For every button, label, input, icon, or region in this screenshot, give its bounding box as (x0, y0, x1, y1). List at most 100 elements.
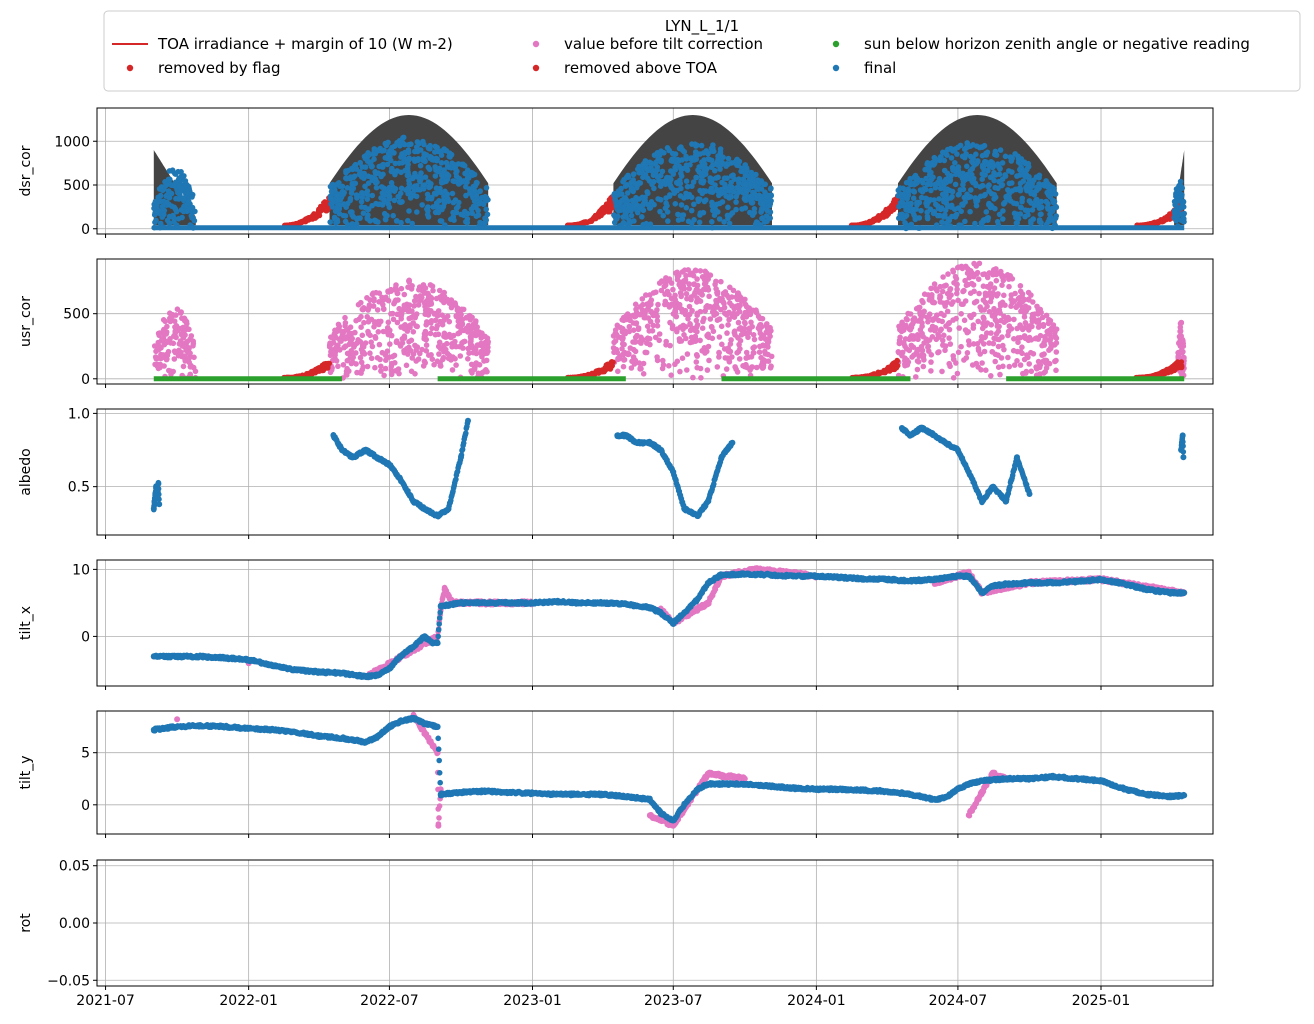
data-point (672, 292, 678, 299)
data-point (398, 185, 405, 192)
data-point (485, 197, 491, 203)
data-point (354, 195, 360, 201)
data-point (995, 364, 1002, 371)
data-point (390, 212, 397, 219)
data-point (370, 290, 377, 297)
data-point (359, 164, 366, 170)
data-point (432, 173, 439, 179)
data-point (473, 360, 480, 366)
data-point (760, 342, 766, 349)
data-point (188, 212, 195, 219)
data-point (335, 363, 341, 370)
data-point (941, 332, 947, 339)
data-point (365, 150, 371, 156)
data-point (620, 219, 627, 226)
data-point (899, 215, 906, 222)
data-point (937, 327, 943, 334)
data-point (342, 320, 349, 326)
data-point (970, 175, 977, 182)
data-point (669, 325, 676, 332)
data-point (377, 145, 384, 152)
data-point (365, 173, 372, 179)
data-point (1034, 319, 1040, 325)
data-point (391, 352, 398, 359)
data-point (631, 346, 637, 353)
data-point (694, 299, 700, 305)
data-point (460, 161, 466, 168)
data-point (436, 339, 443, 346)
data-point (932, 184, 939, 191)
data-point (757, 322, 763, 328)
data-point (409, 220, 416, 227)
data-point (161, 363, 167, 369)
data-point (910, 206, 916, 213)
data-point (1017, 180, 1024, 187)
data-point (1025, 305, 1032, 311)
data-point (749, 323, 755, 330)
data-point (1025, 163, 1032, 170)
data-point (918, 316, 924, 322)
data-point (613, 331, 620, 338)
data-point (986, 161, 993, 167)
data-point (914, 366, 921, 373)
data-point (179, 343, 186, 349)
data-point (952, 146, 958, 152)
data-point (759, 215, 765, 222)
data-point (640, 301, 646, 308)
data-point (1026, 327, 1032, 333)
data-point (958, 301, 965, 308)
data-point (406, 208, 412, 214)
data-point (985, 183, 991, 190)
data-point (628, 184, 635, 190)
data-point (975, 318, 981, 325)
data-point (974, 269, 981, 276)
data-point (1035, 200, 1042, 206)
data-point (388, 371, 395, 378)
data-point (679, 269, 686, 275)
data-point (994, 336, 1000, 343)
data-point (413, 293, 419, 300)
data-point (668, 176, 674, 183)
data-point (411, 312, 417, 319)
data-point (409, 283, 415, 289)
data-point (391, 143, 398, 149)
data-point (723, 366, 730, 372)
data-point (455, 161, 462, 167)
data-point (1002, 153, 1009, 160)
data-point (173, 312, 179, 318)
data-point (1000, 208, 1006, 214)
data-point (327, 183, 334, 190)
data-point (164, 352, 171, 359)
data-point (944, 299, 950, 306)
data-point (1001, 292, 1007, 299)
data-point (994, 323, 1001, 329)
legend-dot-marker (532, 64, 540, 72)
data-point (727, 212, 734, 218)
y-tick-label: 500 (63, 307, 90, 323)
series-value_before_tilt_correction (151, 260, 1187, 382)
y-tick-label: 0 (81, 222, 90, 238)
data-point (689, 183, 695, 189)
legend-title: LYN_L_1/1 (665, 17, 739, 36)
data-point (969, 280, 975, 287)
data-point (367, 218, 373, 224)
data-point (660, 212, 666, 219)
data-point (409, 355, 416, 361)
data-point (185, 198, 192, 205)
data-point (971, 273, 977, 280)
data-point (739, 206, 745, 212)
data-point (642, 197, 648, 204)
data-point (995, 343, 1002, 350)
data-point (979, 144, 985, 150)
data-point (161, 211, 167, 218)
data-point (466, 186, 473, 192)
data-point (378, 368, 384, 374)
data-point (640, 371, 647, 377)
data-point (928, 296, 935, 303)
data-point (633, 202, 640, 208)
data-point (1177, 181, 1183, 188)
data-point (876, 371, 882, 377)
data-point (743, 349, 750, 356)
data-point (912, 172, 919, 179)
